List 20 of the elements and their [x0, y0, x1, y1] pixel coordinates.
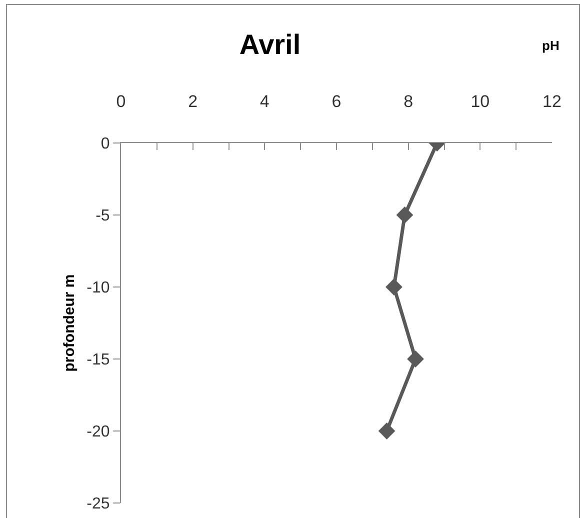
y-tick-label: -5	[96, 208, 110, 225]
x-tick-label: 12	[542, 92, 562, 112]
point	[386, 278, 402, 296]
y-axis-title: profondeur m	[60, 274, 78, 372]
y-tick-label: -15	[86, 352, 110, 369]
x-tick-label: 0	[116, 92, 126, 112]
x-tick-label: 2	[188, 92, 198, 112]
x-tick-label: 6	[332, 92, 342, 112]
y-tick-label: 0	[100, 136, 110, 153]
y-tick-label: -20	[86, 424, 110, 441]
chart-title: Avril	[239, 28, 301, 60]
point	[407, 350, 424, 368]
point	[396, 206, 414, 224]
x-axis-title: pH	[542, 38, 560, 53]
point	[378, 422, 396, 440]
x-tick-label: 8	[404, 92, 414, 112]
y-tick-label: -25	[86, 496, 110, 513]
y-tick-label: -10	[86, 280, 110, 297]
x-tick-label: 4	[260, 92, 270, 112]
x-tick-label: 10	[470, 92, 490, 112]
